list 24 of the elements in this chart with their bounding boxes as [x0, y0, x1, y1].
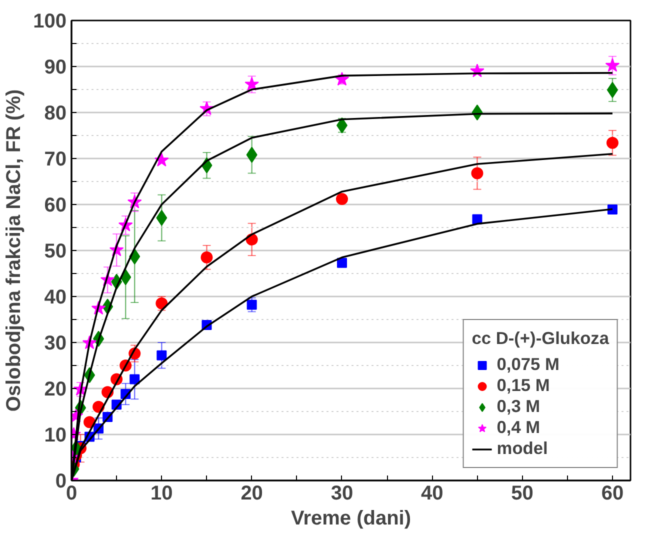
y-axis-title: Oslobodjena frakcija NaCl, FR (%)	[3, 89, 26, 412]
x-tick-label: 30	[330, 482, 354, 504]
y-tick-label: 100	[33, 10, 67, 32]
y-tick-label: 10	[44, 424, 67, 446]
y-tick-label: 80	[44, 102, 67, 124]
x-tick-label: 50	[511, 482, 534, 504]
y-tick-label: 50	[44, 240, 67, 262]
x-tick-label: 40	[421, 482, 444, 504]
y-tick-label: 20	[44, 378, 67, 400]
legend-label: 0,15 M	[496, 375, 550, 396]
legend-title: cc D-(+)-Glukoza	[472, 328, 609, 349]
y-tick-label: 30	[44, 332, 67, 354]
x-tick-label: 20	[240, 482, 263, 504]
x-axis-title: Vreme (dani)	[290, 508, 412, 530]
y-tick-label: 70	[44, 148, 67, 170]
legend-label: 0,075 M	[496, 354, 560, 375]
x-tick-label: 60	[601, 482, 624, 504]
legend-label: model	[496, 438, 548, 459]
y-tick-label: 60	[44, 194, 67, 216]
x-tick-label: 10	[150, 482, 173, 504]
legend-label: 0,4 M	[496, 417, 540, 438]
y-tick-label: 40	[44, 286, 67, 308]
y-tick-label: 90	[44, 56, 67, 78]
legend-label: 0,3 M	[496, 396, 540, 417]
